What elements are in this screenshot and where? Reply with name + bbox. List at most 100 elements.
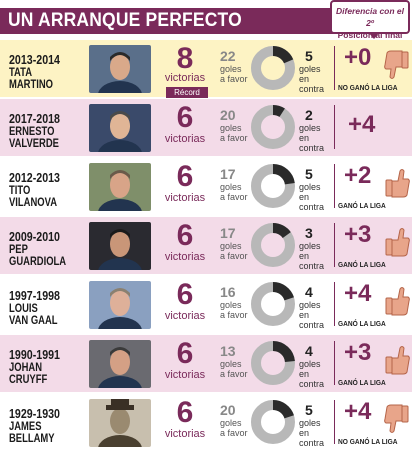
goals-against-label-line2: contra <box>299 438 325 448</box>
goals-for-count: 20 <box>220 402 236 418</box>
goals-for-label-line2: a favor <box>220 428 248 438</box>
column-divider <box>334 164 335 208</box>
goals-against-label-line1: goles en <box>299 123 321 143</box>
goals-for-label-line1: goles <box>220 123 242 133</box>
point-difference: +0 <box>344 44 372 71</box>
difference-legend-line1: Diferencia con el 2º <box>335 6 405 28</box>
wins-count: 6 <box>176 219 194 252</box>
coach-last-name: GUARDIOLA <box>9 256 67 268</box>
table-row: 2017-2018 ERNESTO VALVERDE 6 victorias 20 gole… <box>0 99 412 156</box>
coach-photo <box>89 399 151 447</box>
goals-for-count: 17 <box>220 166 236 182</box>
thumb-up-icon <box>384 284 410 318</box>
wins-label: victorias <box>164 369 206 381</box>
point-difference: +3 <box>344 221 372 248</box>
wins-count: 8 <box>176 42 194 75</box>
goals-against-label-line2: contra <box>299 379 325 389</box>
goals-donut-chart <box>251 400 295 444</box>
coach-photo <box>89 104 151 152</box>
point-difference: +3 <box>344 339 372 366</box>
table-row: 1990-1991 JOHAN CRUYFF 6 victorias 13 goles a f… <box>0 335 412 392</box>
thumb-up-icon <box>384 225 410 259</box>
goals-against-label: goles en contra <box>299 300 333 330</box>
goals-for-label-line2: a favor <box>220 251 248 261</box>
wins-label: victorias <box>164 133 206 145</box>
goals-against-label-line1: goles en <box>299 300 321 320</box>
league-result: GANÓ LA LIGA <box>338 319 386 328</box>
difference-legend: Diferencia con el 2º Posición al final L… <box>330 0 410 52</box>
goals-against-label: goles en contra <box>299 64 333 94</box>
table-row: 2012-2013 TITO VILANOVA 6 victorias 17 goles a … <box>0 158 412 215</box>
goals-against-label: goles en contra <box>299 241 333 271</box>
goals-for-count: 17 <box>220 225 236 241</box>
goals-for-label-line2: a favor <box>220 74 248 84</box>
goals-against-count: 2 <box>305 107 313 123</box>
coach-first-name: ERNESTO <box>9 126 55 138</box>
goals-against-count: 5 <box>305 402 313 418</box>
thumb-down-icon <box>384 48 410 82</box>
season-years: 1990-1991 <box>9 347 60 362</box>
goals-for-label: goles a favor <box>220 359 260 379</box>
goals-against-label-line1: goles en <box>299 182 321 202</box>
wins-count: 6 <box>176 396 194 429</box>
goals-for-label-line2: a favor <box>220 310 248 320</box>
point-difference: +4 <box>344 280 372 307</box>
goals-against-label-line1: goles en <box>299 359 321 379</box>
thumb-down-icon <box>384 402 410 436</box>
goals-for-label-line1: goles <box>220 300 242 310</box>
goals-for-label: goles a favor <box>220 300 260 320</box>
wins-count: 6 <box>176 278 194 311</box>
column-divider <box>334 341 335 385</box>
goals-for-label-line1: goles <box>220 418 242 428</box>
goals-for-count: 16 <box>220 284 236 300</box>
goals-donut-chart <box>251 164 295 208</box>
coach-first-name: JOHAN <box>9 362 43 374</box>
wins-count: 6 <box>176 101 194 134</box>
goals-against-label: goles en contra <box>299 359 333 389</box>
coach-photo <box>89 45 151 93</box>
goals-for-label: goles a favor <box>220 123 260 143</box>
table-row: 2009-2010 PEP GUARDIOLA 6 victorias 17 goles a … <box>0 217 412 274</box>
coach-first-name: LOUIS <box>9 303 38 315</box>
point-difference: +4 <box>344 398 372 425</box>
goals-against-label: goles en contra <box>299 123 333 153</box>
wins-label: victorias <box>164 72 206 84</box>
goals-against-label: goles en contra <box>299 182 333 212</box>
goals-against-count: 5 <box>305 48 313 64</box>
column-divider <box>334 46 335 90</box>
goals-against-count: 4 <box>305 343 313 359</box>
league-result: GANÓ LA LIGA <box>338 201 386 210</box>
goals-for-label-line2: a favor <box>220 133 248 143</box>
goals-for-label-line2: a favor <box>220 192 248 202</box>
goals-against-label-line1: goles en <box>299 418 321 438</box>
goals-for-count: 13 <box>220 343 236 359</box>
season-years: 2013-2014 <box>9 52 60 67</box>
goals-for-label-line1: goles <box>220 64 242 74</box>
goals-donut-chart <box>251 282 295 326</box>
goals-against-label-line2: contra <box>299 320 325 330</box>
goals-for-label-line1: goles <box>220 359 242 369</box>
coach-photo <box>89 222 151 270</box>
goals-against-label-line1: goles en <box>299 64 321 84</box>
page-title: UN ARRANQUE PERFECTO <box>8 10 242 31</box>
goals-for-label-line2: a favor <box>220 369 248 379</box>
coach-first-name: TATA <box>9 67 33 79</box>
goals-against-label: goles en contra <box>299 418 333 448</box>
goals-against-label-line2: contra <box>299 143 325 153</box>
goals-donut-chart <box>251 223 295 267</box>
league-result: GANÓ LA LIGA <box>338 378 386 387</box>
league-result: NO GANÓ LA LIGA <box>338 437 398 446</box>
thumb-up-icon <box>384 343 410 377</box>
coach-first-name: JAMES <box>9 421 42 433</box>
goals-for-label: goles a favor <box>220 241 260 261</box>
wins-label: victorias <box>164 428 206 440</box>
goals-for-count: 22 <box>220 48 236 64</box>
goals-donut-chart <box>251 341 295 385</box>
wins-label: victorias <box>164 310 206 322</box>
coach-first-name: PEP <box>9 244 28 256</box>
coach-photo <box>89 163 151 211</box>
table-row: 1929-1930 JAMES BELLAMY 6 victorias 20 goles a … <box>0 394 412 451</box>
goals-against-count: 3 <box>305 225 313 241</box>
coach-last-name: VILANOVA <box>9 197 58 209</box>
league-result: NO GANÓ LA LIGA <box>338 83 398 92</box>
